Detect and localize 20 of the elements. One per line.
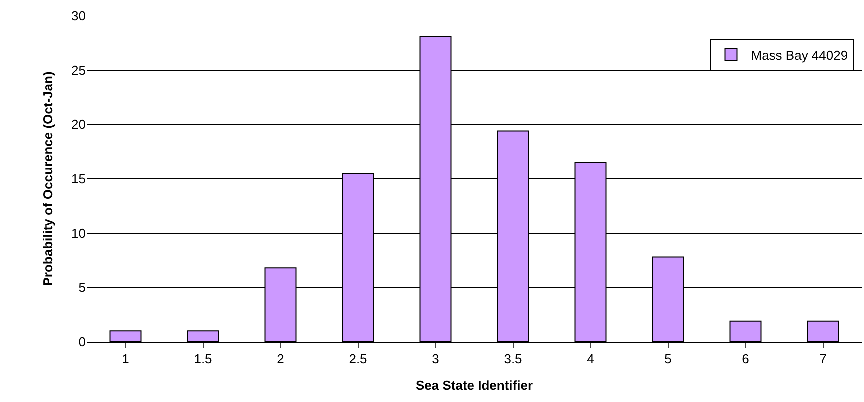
legend-label: Mass Bay 44029 <box>751 48 848 63</box>
x-tick-label: 4 <box>587 352 594 367</box>
y-tick-label: 30 <box>72 8 86 24</box>
x-tick-label: 3.5 <box>504 352 522 367</box>
x-tick-label: 6 <box>742 352 750 367</box>
y-tick-label: 0 <box>78 334 86 350</box>
x-tick-label: 1.5 <box>194 352 212 367</box>
x-tick-label: 3 <box>432 352 440 367</box>
y-axis-title: Probability of Occurence (Oct-Jan) <box>40 72 56 286</box>
y-tick-label: 25 <box>72 62 86 78</box>
x-tick-label: 1 <box>122 352 130 367</box>
x-tick-label: 2.5 <box>349 352 368 367</box>
x-axis-title: Sea State Identifier <box>416 378 534 394</box>
y-tick-label: 15 <box>72 172 86 187</box>
y-tick-label: 20 <box>72 117 86 132</box>
x-tick-label: 5 <box>664 352 672 367</box>
x-tick-label: 2 <box>277 352 284 367</box>
y-tick-label: 5 <box>78 280 86 296</box>
x-tick-label: 7 <box>820 352 827 367</box>
y-tick-label: 10 <box>72 226 86 241</box>
